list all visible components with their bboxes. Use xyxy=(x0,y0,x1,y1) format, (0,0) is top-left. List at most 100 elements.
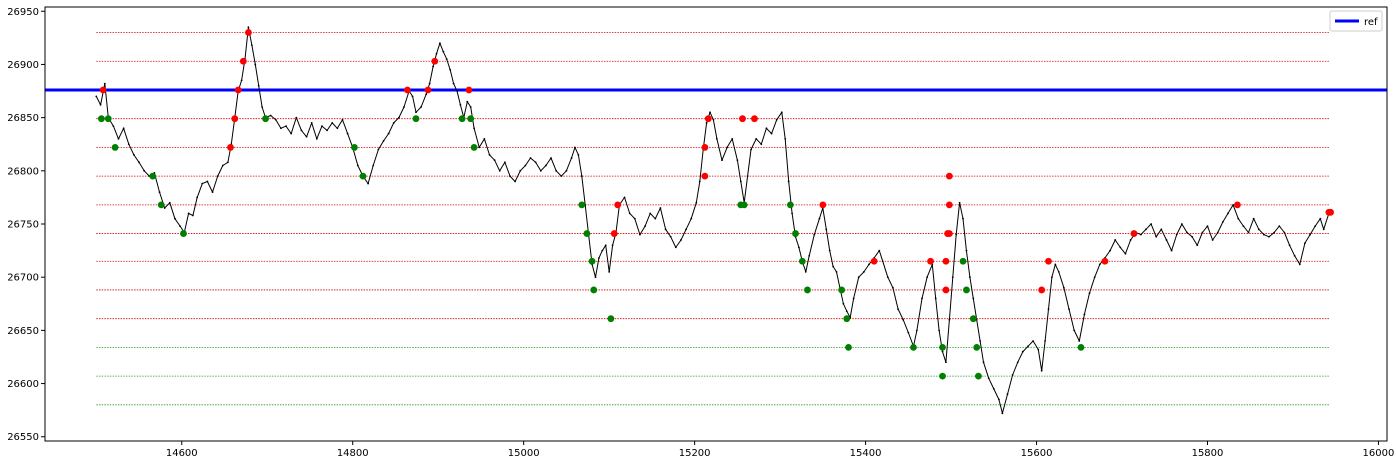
marker-green xyxy=(792,230,799,237)
price-point xyxy=(1098,263,1101,266)
price-point xyxy=(529,157,532,159)
price-point xyxy=(639,233,641,236)
price-point xyxy=(958,201,961,204)
price-point xyxy=(503,161,506,164)
price-point xyxy=(250,44,253,47)
price-point xyxy=(397,116,400,119)
price-point xyxy=(649,212,652,215)
price-point xyxy=(1088,292,1091,295)
marker-red xyxy=(701,144,709,151)
price-point xyxy=(1027,345,1029,348)
price-point xyxy=(1232,203,1235,206)
price-point xyxy=(341,118,344,121)
marker-red xyxy=(99,86,107,94)
x-tick-label: 15600 xyxy=(1021,448,1053,459)
price-point xyxy=(1196,244,1199,247)
price-point xyxy=(628,212,631,215)
price-point xyxy=(1304,242,1306,245)
price-point xyxy=(1068,308,1070,310)
price-point xyxy=(449,68,452,71)
price-point xyxy=(968,276,971,279)
price-point xyxy=(372,164,375,167)
price-point xyxy=(1283,231,1286,234)
price-point xyxy=(775,118,778,121)
price-point xyxy=(1175,233,1178,236)
marker-green xyxy=(583,230,591,237)
price-point xyxy=(760,143,763,146)
price-point xyxy=(813,233,816,236)
marker-red xyxy=(945,201,953,209)
price-point xyxy=(979,340,982,342)
price-point xyxy=(1093,276,1096,279)
price-point xyxy=(685,228,687,231)
price-point xyxy=(112,125,115,128)
price-point xyxy=(550,157,552,159)
price-point xyxy=(158,191,161,193)
legend: ref xyxy=(1329,10,1383,32)
price-point xyxy=(1186,231,1188,234)
marker-green xyxy=(740,201,748,209)
marker-green xyxy=(1077,343,1085,351)
marker-green xyxy=(180,230,187,237)
price-point xyxy=(852,297,855,300)
price-point xyxy=(1322,228,1325,231)
marker-green xyxy=(412,115,420,123)
price-point xyxy=(825,228,828,231)
price-point xyxy=(659,207,662,209)
price-point xyxy=(478,146,481,149)
price-point xyxy=(459,103,462,106)
marker-red xyxy=(870,257,878,265)
price-point xyxy=(998,398,1000,401)
price-point xyxy=(211,191,214,193)
price-point xyxy=(138,161,140,164)
price-point xyxy=(784,138,787,140)
marker-green xyxy=(973,343,981,351)
y-tick-label: 26650 xyxy=(7,326,39,337)
price-point xyxy=(633,217,636,220)
price-point xyxy=(1242,225,1245,228)
marker-green xyxy=(969,315,977,323)
marker-green xyxy=(104,115,112,123)
price-point xyxy=(1119,246,1122,249)
marker-red xyxy=(610,230,618,237)
price-point xyxy=(143,169,146,172)
price-point xyxy=(191,214,194,217)
price-point xyxy=(103,82,106,85)
price-point xyxy=(1180,223,1183,225)
price-point xyxy=(305,135,308,138)
marker-green xyxy=(467,115,475,123)
price-point xyxy=(295,116,298,119)
price-point xyxy=(122,127,125,130)
marker-red xyxy=(431,57,439,65)
price-point xyxy=(705,122,708,124)
price-point xyxy=(726,146,729,149)
price-point xyxy=(1293,255,1296,257)
price-point xyxy=(1054,263,1057,266)
price-point xyxy=(1021,350,1024,353)
price-point xyxy=(1237,217,1240,220)
price-point xyxy=(227,161,229,164)
price-point xyxy=(955,233,958,236)
price-point xyxy=(746,175,749,178)
marker-red xyxy=(227,144,234,151)
price-point xyxy=(862,270,865,273)
marker-green xyxy=(458,115,466,123)
price-point xyxy=(174,217,176,220)
price-point xyxy=(257,84,260,87)
marker-red xyxy=(945,172,953,180)
price-point xyxy=(565,169,568,172)
price-point xyxy=(254,63,257,66)
price-point xyxy=(1252,217,1255,220)
price-point xyxy=(442,50,445,53)
marker-green xyxy=(262,115,269,123)
price-point xyxy=(835,270,838,273)
price-point xyxy=(750,148,752,151)
price-point xyxy=(1191,235,1194,238)
price-point xyxy=(604,244,607,247)
price-point xyxy=(415,111,417,114)
price-point xyxy=(712,118,715,121)
price-point xyxy=(524,164,527,167)
price-point xyxy=(1155,235,1158,238)
marker-green xyxy=(939,372,946,380)
price-point xyxy=(1314,225,1317,228)
